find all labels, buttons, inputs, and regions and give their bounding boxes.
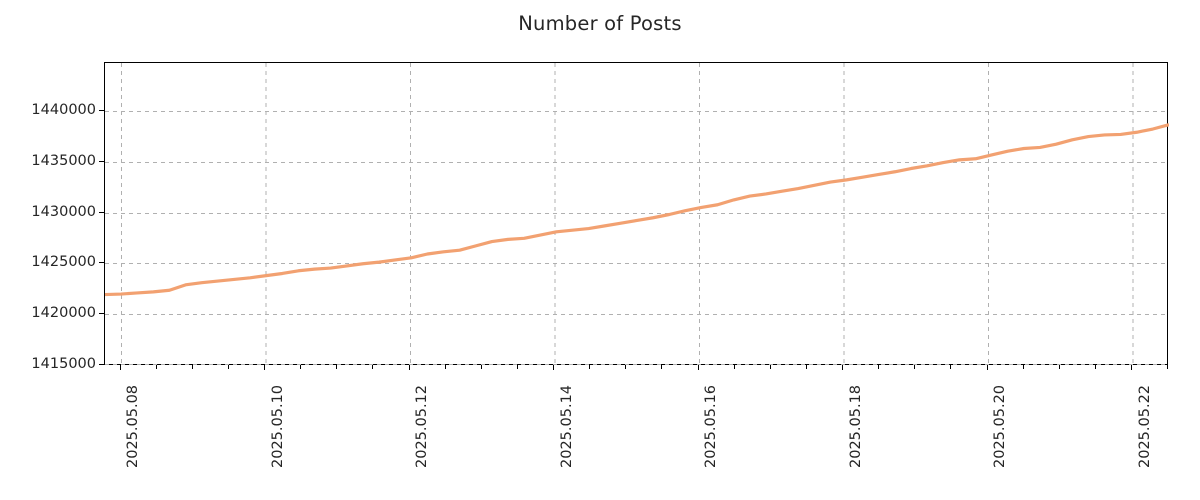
horizontal-gridlines	[105, 111, 1169, 365]
x-tick-mark	[842, 365, 844, 370]
x-minor-tick-mark	[516, 365, 518, 369]
x-tick-label: 2025.05.12	[414, 384, 430, 468]
y-tick-mark	[99, 261, 104, 263]
y-tick-mark	[99, 363, 104, 365]
y-axis-tick-labels: 1440000 1435000 1430000 1425000 1420000 …	[0, 0, 96, 500]
y-tick-mark	[99, 160, 104, 162]
x-tick-mark	[986, 365, 988, 370]
x-minor-tick-mark	[372, 365, 374, 369]
x-tick-mark	[408, 365, 410, 370]
x-minor-tick-mark	[769, 365, 771, 369]
x-minor-tick-mark	[155, 365, 157, 369]
x-tick-label: 2025.05.18	[847, 384, 864, 468]
x-tick-label: 2025.05.08	[125, 384, 141, 468]
x-minor-tick-mark	[480, 365, 482, 369]
x-minor-tick-mark	[805, 365, 807, 369]
x-tick-mark	[264, 365, 266, 370]
x-minor-tick-mark	[589, 365, 591, 369]
y-tick-label: 1420000	[31, 305, 96, 321]
y-tick-label: 1440000	[31, 102, 96, 118]
x-tick-mark	[697, 365, 699, 370]
y-tick-label: 1435000	[31, 153, 96, 169]
x-tick-label: 2025.05.14	[558, 384, 575, 468]
x-tick-label: 2025.05.10	[269, 384, 286, 468]
x-tick-mark	[119, 365, 121, 370]
x-minor-tick-mark	[300, 365, 302, 369]
y-tick-mark	[99, 312, 104, 314]
plot-area	[104, 62, 1169, 366]
x-minor-tick-mark	[1167, 365, 1168, 369]
x-tick-label: 2025.05.20	[992, 384, 1008, 468]
x-tick-label: 2025.05.16	[703, 384, 719, 468]
y-tick-label: 1430000	[31, 204, 96, 220]
x-minor-tick-mark	[661, 365, 663, 369]
x-minor-tick-mark	[1094, 365, 1096, 369]
y-tick-label: 1415000	[31, 356, 96, 372]
x-minor-tick-mark	[950, 365, 952, 369]
plot-canvas	[105, 63, 1169, 366]
vertical-gridlines	[121, 63, 1134, 366]
x-minor-tick-mark	[878, 365, 880, 369]
x-minor-tick-mark	[444, 365, 446, 369]
x-minor-tick-mark	[1058, 365, 1060, 369]
y-tick-label: 1425000	[31, 254, 96, 270]
x-minor-tick-mark	[336, 365, 338, 369]
y-tick-mark	[99, 211, 104, 213]
data-series-line	[105, 123, 1169, 297]
x-minor-tick-mark	[733, 365, 735, 369]
x-minor-tick-mark	[625, 365, 627, 369]
x-tick-mark	[1131, 365, 1133, 370]
chart-title: Number of Posts	[518, 12, 682, 35]
y-tick-mark	[99, 109, 104, 111]
x-minor-tick-mark	[1022, 365, 1024, 369]
x-minor-tick-mark	[227, 365, 229, 369]
x-minor-tick-mark	[191, 365, 193, 369]
x-tick-mark	[553, 365, 555, 370]
x-minor-tick-mark	[914, 365, 916, 369]
x-tick-label: 2025.05.22	[1136, 384, 1153, 468]
